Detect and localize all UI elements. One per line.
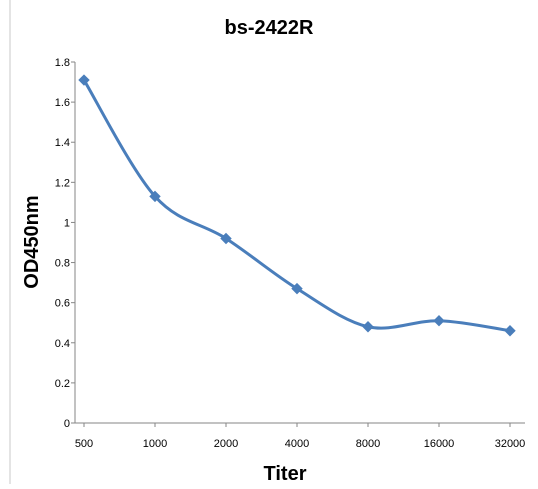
x-tick-label: 500 bbox=[75, 438, 93, 450]
x-axis-title: Titer bbox=[264, 463, 307, 484]
y-tick-label: 1.4 bbox=[55, 137, 70, 149]
chart-title: bs-2422R bbox=[225, 17, 314, 39]
y-tick-label: 1.6 bbox=[55, 97, 70, 109]
data-point-marker bbox=[149, 190, 161, 203]
y-tick-label: 1.8 bbox=[55, 57, 70, 69]
x-tick-label: 8000 bbox=[356, 438, 380, 450]
x-tick-label: 1000 bbox=[143, 438, 167, 450]
x-tick-label: 2000 bbox=[214, 438, 238, 450]
data-point-marker bbox=[291, 282, 303, 295]
y-tick-label: 1.2 bbox=[55, 177, 70, 189]
data-point-marker bbox=[220, 232, 232, 245]
x-tick-label: 16000 bbox=[424, 438, 455, 450]
x-tick-label: 32000 bbox=[495, 438, 526, 450]
y-tick-label: 0.8 bbox=[55, 258, 70, 270]
y-tick-labels: 0 0.2 0.4 0.6 0.8 1 1.2 1.4 1.6 1.8 bbox=[55, 57, 70, 430]
y-axis-title: OD450nm bbox=[21, 195, 43, 288]
axes-layer bbox=[71, 61, 525, 427]
y-tick-label: 1 bbox=[64, 217, 70, 229]
series-layer bbox=[78, 74, 516, 337]
y-tick-label: 0.2 bbox=[55, 378, 70, 390]
data-point-marker bbox=[504, 325, 516, 337]
x-tick-label: 4000 bbox=[285, 438, 309, 450]
data-point-marker bbox=[362, 321, 374, 333]
y-tick-label: 0 bbox=[64, 418, 70, 430]
y-tick-label: 0.4 bbox=[55, 338, 70, 350]
data-point-marker bbox=[433, 315, 445, 327]
y-tick-label: 0.6 bbox=[55, 298, 70, 310]
x-tick-labels: 500 1000 2000 4000 8000 16000 32000 bbox=[75, 438, 525, 450]
data-point-marker bbox=[78, 74, 90, 86]
